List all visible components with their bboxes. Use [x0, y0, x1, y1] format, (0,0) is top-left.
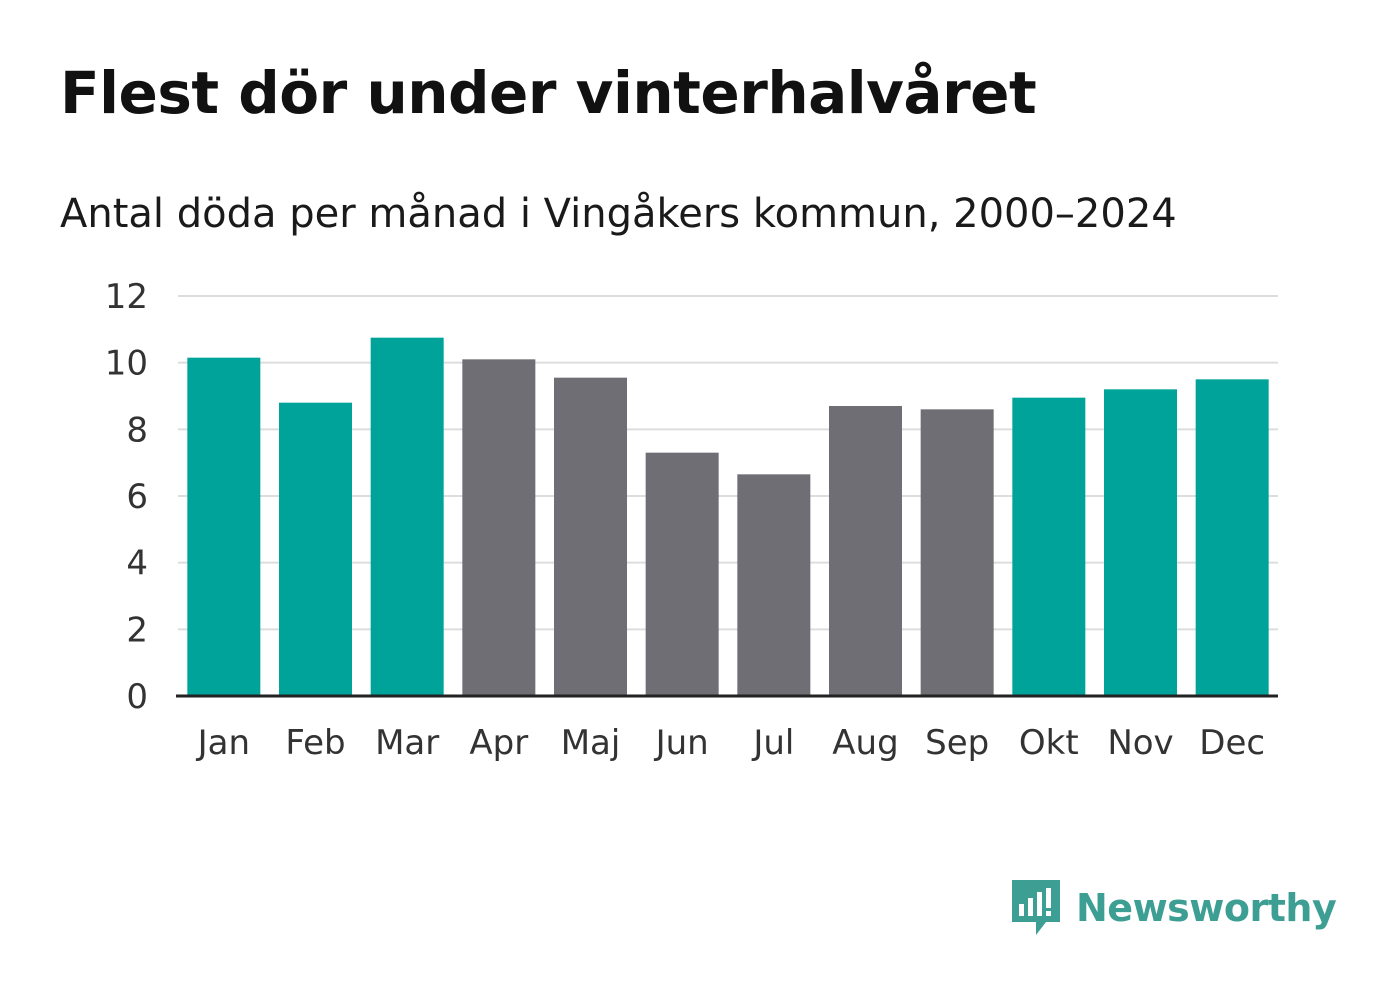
gridlines	[178, 295, 1278, 631]
bar-apr	[462, 359, 536, 696]
x-tick-label: Jun	[654, 723, 709, 763]
bar-jan	[187, 357, 261, 696]
x-tick-label: Jul	[751, 723, 794, 763]
brand: Newsworthy	[1010, 878, 1337, 938]
bar-mar	[370, 337, 444, 696]
y-tick-label: 6	[126, 477, 148, 517]
x-tick-label: Feb	[285, 723, 345, 763]
brand-name: Newsworthy	[1076, 886, 1337, 930]
x-tick-label: Mar	[375, 723, 439, 763]
y-tick-label: 0	[126, 677, 148, 717]
bar-jul	[737, 474, 811, 696]
bar-sep	[920, 409, 994, 696]
x-tick-label: Dec	[1199, 723, 1265, 763]
bar-nov	[1104, 389, 1177, 696]
y-tick-label: 8	[126, 410, 148, 450]
x-tick-label: Okt	[1019, 723, 1079, 763]
bar-aug	[829, 406, 902, 696]
chart-title: Flest dör under vinterhalvåret	[60, 59, 1037, 127]
x-tick-label: Apr	[469, 723, 528, 763]
bar-dec	[1195, 379, 1269, 696]
x-tick-label: Jan	[196, 723, 250, 763]
y-tick-label: 12	[105, 277, 148, 317]
x-tick-label: Sep	[925, 723, 989, 763]
newsworthy-logo-icon	[1012, 880, 1060, 935]
y-tick-label: 2	[126, 610, 148, 650]
y-tick-label: 10	[105, 344, 148, 384]
chart-subtitle: Antal döda per månad i Vingåkers kommun,…	[60, 191, 1177, 237]
bar-maj	[554, 377, 627, 696]
bar-okt	[1012, 397, 1086, 696]
bar-jun	[645, 452, 719, 696]
y-tick-label: 4	[126, 544, 148, 584]
x-tick-label: Nov	[1107, 723, 1173, 763]
bar-feb	[279, 402, 352, 696]
bars	[187, 337, 1269, 696]
x-axis-ticks: Jan Feb Mar Apr Maj Jun Jul Aug Sep Okt Nov Dec	[196, 723, 1265, 763]
y-axis-ticks: 0 2 4 6 8 10 12	[105, 277, 148, 717]
x-tick-label: Aug	[832, 723, 898, 763]
x-tick-label: Maj	[561, 723, 621, 763]
